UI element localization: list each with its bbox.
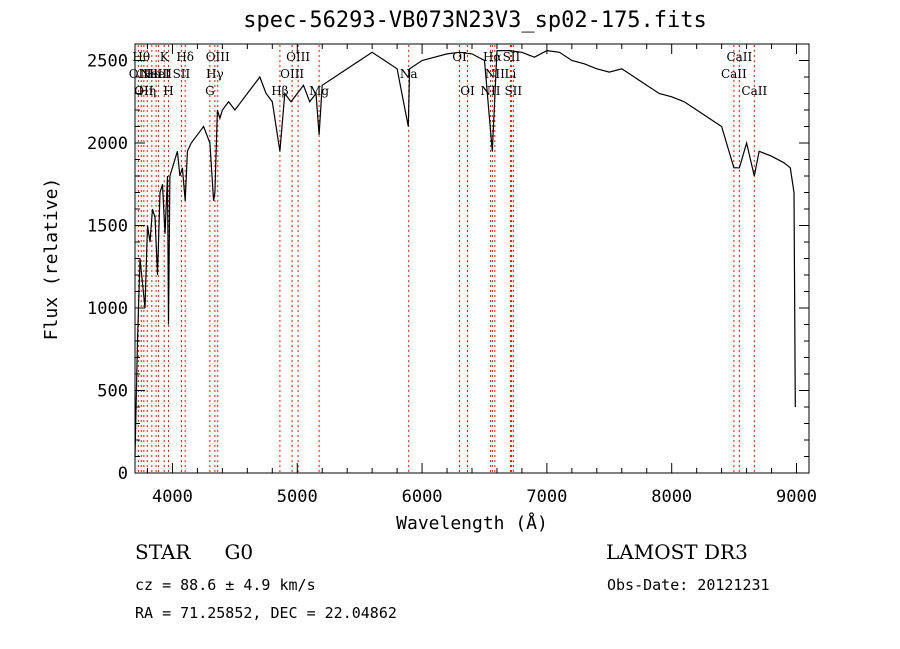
y-tick-label: 2500 xyxy=(87,52,128,72)
line-labels: OIIHθOIIHηHεNeIIIHeIKHSIIHδGHγOIIIHβOIII… xyxy=(129,50,768,98)
y-tick-label: 2000 xyxy=(87,134,128,154)
line-label: OII xyxy=(134,84,154,98)
line-label: H xyxy=(163,84,173,98)
obs-date-label: Obs-Date: 20121231 xyxy=(607,576,770,594)
line-label: Hα xyxy=(483,50,502,64)
x-tick-label: 6000 xyxy=(402,487,443,507)
object-class: STAR xyxy=(135,540,191,564)
line-label: SII xyxy=(504,84,522,98)
y-tick-label: 500 xyxy=(97,382,128,402)
line-label: OIII xyxy=(286,50,310,64)
x-tick-label: 7000 xyxy=(526,487,567,507)
line-label: CaII xyxy=(726,50,752,64)
redshift-label: cz = 88.6 ± 4.9 km/s xyxy=(135,576,316,594)
line-label: OIII xyxy=(206,50,230,64)
chart-title: spec-56293-VB073N23V3_sp02-175.fits xyxy=(243,8,707,33)
subclass: G0 xyxy=(224,540,254,564)
line-label: G xyxy=(205,84,215,98)
line-label: OII xyxy=(129,67,149,81)
x-tick-label: 9000 xyxy=(776,487,817,507)
line-label: NeIII xyxy=(140,67,172,81)
y-tick-label: 0 xyxy=(118,464,128,484)
survey-label: LAMOST DR3 xyxy=(606,540,748,564)
line-label: Mg xyxy=(309,84,329,98)
line-label: SII xyxy=(503,50,521,64)
line-label: K xyxy=(160,50,170,64)
line-label: Hδ xyxy=(176,50,194,64)
line-label: Hγ xyxy=(206,67,224,81)
line-label: Li xyxy=(505,67,517,81)
y-tick-label: 1000 xyxy=(87,299,128,319)
y-tick-label: 1500 xyxy=(87,217,128,237)
line-label: OIII xyxy=(280,67,304,81)
line-label: CaII xyxy=(721,67,747,81)
x-axis-label: Wavelength (Å) xyxy=(396,512,548,534)
y-axis-label: Flux (relative) xyxy=(41,178,62,341)
line-label: SII xyxy=(173,67,191,81)
x-tick-label: 4000 xyxy=(152,487,193,507)
coordinates-label: RA = 71.25852, DEC = 22.04862 xyxy=(135,604,397,622)
spectrum-line xyxy=(134,49,796,457)
line-label: OI xyxy=(460,84,475,98)
line-label: Hε xyxy=(144,67,161,81)
line-label: CaII xyxy=(741,84,767,98)
line-label: Hη xyxy=(138,84,156,98)
x-tick-label: 5000 xyxy=(277,487,318,507)
y-axis: 0 500 1000 1500 2000 2500 xyxy=(87,52,809,484)
x-tick-label: 8000 xyxy=(651,487,692,507)
line-label: HeI xyxy=(147,67,170,81)
line-label: Na xyxy=(400,67,418,81)
line-label: OI xyxy=(452,50,467,64)
line-markers xyxy=(137,45,755,473)
line-label: NII xyxy=(480,84,500,98)
line-label: Hθ xyxy=(132,50,150,64)
line-label: NII xyxy=(485,67,505,81)
x-axis: 4000 5000 6000 7000 8000 9000 xyxy=(146,44,817,507)
line-label: Hβ xyxy=(271,84,288,98)
